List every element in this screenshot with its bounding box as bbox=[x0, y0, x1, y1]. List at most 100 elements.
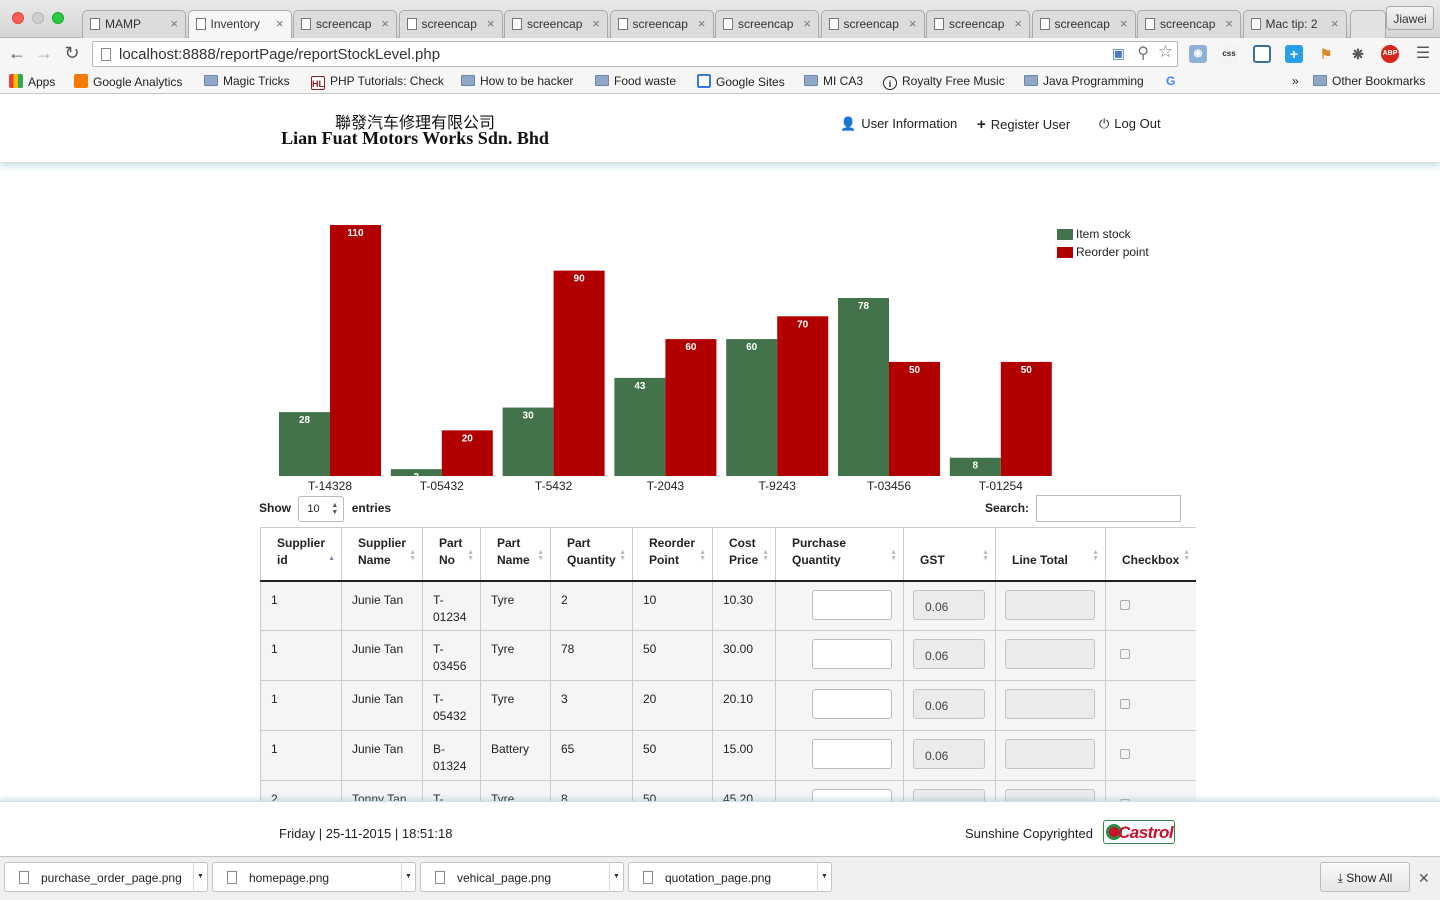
browser-tab[interactable]: screencap × bbox=[715, 10, 819, 38]
download-item[interactable]: homepage.png ▼ bbox=[212, 862, 416, 892]
column-header[interactable]: Part Name ▲ ▼ bbox=[480, 527, 551, 582]
close-tab-icon[interactable]: × bbox=[1225, 16, 1233, 31]
x-tick-label: T-5432 bbox=[535, 479, 573, 493]
bookmark-star-icon[interactable]: ☆ bbox=[1157, 42, 1173, 61]
row-checkbox[interactable] bbox=[1120, 749, 1130, 759]
bookmark-item[interactable]: Food waste bbox=[595, 74, 676, 88]
download-menu-chevron-icon[interactable]: ▼ bbox=[401, 863, 415, 891]
bookmark-item[interactable]: Apps bbox=[9, 74, 55, 89]
close-tab-icon[interactable]: × bbox=[381, 16, 389, 31]
adblock-extension-icon[interactable]: ABP bbox=[1381, 45, 1399, 63]
close-tab-icon[interactable]: × bbox=[697, 16, 706, 31]
download-menu-chevron-icon[interactable]: ▼ bbox=[193, 863, 207, 891]
bookmark-item[interactable]: Magic Tricks bbox=[204, 74, 290, 88]
bookmark-item[interactable]: Google Analytics bbox=[74, 74, 182, 89]
plus-extension-icon[interactable]: + bbox=[1285, 45, 1303, 63]
download-item[interactable]: vehical_page.png ▼ bbox=[420, 862, 624, 892]
bar-value-label: 90 bbox=[574, 274, 586, 285]
close-tab-icon[interactable]: × bbox=[486, 16, 495, 31]
purchase-quantity-input[interactable] bbox=[812, 639, 892, 669]
cube-extension-icon[interactable]: ▣ bbox=[1111, 45, 1125, 61]
row-checkbox[interactable] bbox=[1120, 699, 1130, 709]
bookmark-item[interactable]: i Royalty Free Music bbox=[883, 74, 1005, 90]
column-header[interactable]: Part Quantity ▲ ▼ bbox=[550, 527, 633, 582]
close-tab-icon[interactable]: × bbox=[1119, 16, 1128, 31]
browser-tab[interactable]: Inventory × bbox=[187, 10, 292, 38]
bookmark-item[interactable]: Java Programming bbox=[1024, 74, 1144, 88]
download-menu-chevron-icon[interactable]: ▼ bbox=[609, 863, 623, 891]
browser-tab[interactable]: screencap × bbox=[504, 10, 608, 38]
bookmark-item[interactable]: Google Sites bbox=[697, 74, 785, 89]
zoom-magnifier-icon[interactable]: ⚲ bbox=[1137, 45, 1149, 62]
download-item[interactable]: purchase_order_page.png ▼ bbox=[4, 862, 208, 892]
menu-icon[interactable]: ☰ bbox=[1415, 45, 1431, 62]
google-bookmark-icon[interactable]: G bbox=[1166, 74, 1176, 88]
bookmark-item[interactable]: MI CA3 bbox=[804, 74, 863, 88]
browser-tab[interactable]: Mac tip: 2 × bbox=[1242, 10, 1347, 38]
row-checkbox[interactable] bbox=[1120, 599, 1130, 610]
close-window-button[interactable] bbox=[12, 12, 24, 24]
download-menu-chevron-icon[interactable]: ▼ bbox=[817, 863, 831, 891]
column-header[interactable]: Reorder Point ▲ ▼ bbox=[632, 527, 713, 582]
camera-extension-icon[interactable]: ◉ bbox=[1189, 45, 1207, 63]
close-downloads-icon[interactable]: ✕ bbox=[1418, 870, 1430, 886]
close-tab-icon[interactable]: × bbox=[170, 16, 178, 31]
stock-table-container[interactable]: Supplier id ▲ Supplier Name ▲ ▼ Part No ▲ ▼ Part… bbox=[260, 527, 1196, 801]
zoom-window-button[interactable] bbox=[52, 12, 64, 24]
bookmark-item[interactable]: HL PHP Tutorials: Check bbox=[311, 74, 444, 90]
browser-tab[interactable]: screencap × bbox=[820, 10, 925, 38]
reload-icon[interactable]: ↻ bbox=[64, 43, 80, 63]
browser-tab[interactable]: screencap × bbox=[1031, 10, 1136, 38]
screenshot-extension-icon[interactable] bbox=[1253, 45, 1271, 63]
nav-log-out[interactable]: ⏻ Log Out bbox=[1099, 116, 1161, 131]
other-bookmarks-folder[interactable]: Other Bookmarks bbox=[1313, 74, 1425, 88]
close-tab-icon[interactable]: × bbox=[803, 16, 811, 31]
forward-arrow-icon[interactable]: → bbox=[35, 43, 53, 63]
signpost-extension-icon[interactable]: ⚑ bbox=[1317, 45, 1335, 63]
profile-button[interactable]: Jiawei bbox=[1386, 6, 1434, 30]
column-header[interactable]: Purchase Quantity ▲ ▼ bbox=[775, 527, 904, 582]
nav-user-information[interactable]: 👤 User Information bbox=[840, 116, 958, 131]
column-header[interactable]: Line Total ▲ ▼ bbox=[995, 527, 1106, 582]
column-header[interactable]: Checkbox ▲ ▼ bbox=[1105, 527, 1196, 582]
browser-tab[interactable]: screencap × bbox=[609, 10, 714, 38]
nav-register-user[interactable]: + Register User bbox=[977, 116, 1071, 133]
new-tab-button[interactable] bbox=[1350, 10, 1386, 38]
purchase-quantity-input[interactable] bbox=[812, 739, 892, 769]
entries-select[interactable]: 10 ▲ ▼ bbox=[298, 496, 345, 522]
column-header[interactable]: GST ▲ ▼ bbox=[903, 527, 996, 582]
back-arrow-icon[interactable]: ← bbox=[8, 43, 26, 63]
bar-value-label: 78 bbox=[858, 301, 870, 312]
close-tab-icon[interactable]: × bbox=[908, 16, 917, 31]
search-input[interactable] bbox=[1036, 495, 1181, 522]
purchase-quantity-input[interactable] bbox=[812, 689, 892, 719]
close-tab-icon[interactable]: × bbox=[1014, 16, 1022, 31]
browser-tab[interactable]: screencap × bbox=[398, 10, 503, 38]
chart-bar bbox=[889, 361, 940, 476]
bug-extension-icon[interactable]: ❋ bbox=[1349, 45, 1367, 63]
purchase-quantity-input[interactable] bbox=[812, 589, 892, 620]
close-tab-icon[interactable]: × bbox=[1330, 16, 1339, 31]
column-header[interactable]: Supplier Name ▲ ▼ bbox=[341, 527, 423, 582]
address-bar[interactable]: localhost:8888/reportPage/reportStockLev… bbox=[92, 41, 1178, 67]
column-header[interactable]: Cost Price ▲ ▼ bbox=[712, 527, 776, 582]
column-header[interactable]: Supplier id ▲ bbox=[260, 527, 342, 582]
row-checkbox[interactable] bbox=[1120, 649, 1130, 659]
css-extension-icon[interactable]: css bbox=[1220, 45, 1238, 63]
browser-tab[interactable]: screencap × bbox=[293, 10, 397, 38]
close-tab-icon[interactable]: × bbox=[275, 16, 284, 31]
download-item[interactable]: quotation_page.png ▼ bbox=[628, 862, 832, 892]
purchase-quantity-input[interactable] bbox=[812, 789, 892, 801]
close-tab-icon[interactable]: × bbox=[592, 16, 600, 31]
browser-tab[interactable]: MAMP × bbox=[82, 10, 186, 38]
browser-tab[interactable]: screencap × bbox=[926, 10, 1030, 38]
supplier-id-cell: 1 bbox=[260, 580, 342, 631]
sites-icon bbox=[697, 74, 711, 88]
bookmarks-overflow-button[interactable]: » bbox=[1292, 74, 1299, 88]
browser-tab[interactable]: screencap × bbox=[1137, 10, 1241, 38]
column-header[interactable]: Part No ▲ ▼ bbox=[422, 527, 481, 582]
show-all-downloads-button[interactable]: ⤓ Show All bbox=[1320, 862, 1410, 892]
row-checkbox[interactable] bbox=[1120, 799, 1130, 801]
bookmark-item[interactable]: How to be hacker bbox=[461, 74, 573, 88]
minimize-window-button[interactable] bbox=[32, 12, 44, 24]
